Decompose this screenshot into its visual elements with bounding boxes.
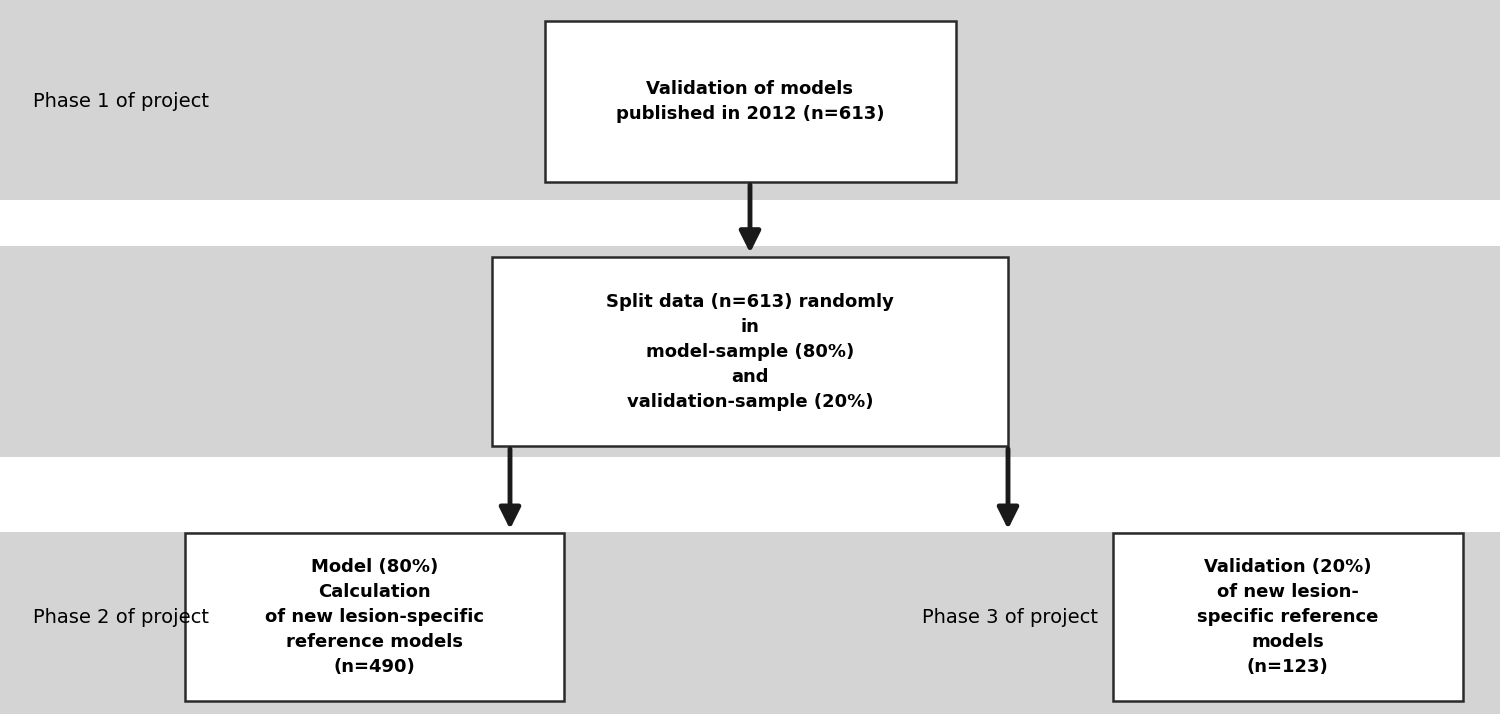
Text: Phase 1 of project: Phase 1 of project xyxy=(33,92,209,111)
Bar xyxy=(184,533,564,701)
Bar xyxy=(0,0,1500,200)
Bar xyxy=(0,532,1500,714)
Bar xyxy=(0,246,1500,457)
Text: Phase 2 of project: Phase 2 of project xyxy=(33,608,209,627)
Bar xyxy=(0,200,1500,246)
Text: Validation of models
published in 2012 (n=613): Validation of models published in 2012 (… xyxy=(615,80,885,124)
Bar xyxy=(0,457,1500,532)
Bar xyxy=(544,21,956,182)
Text: Validation (20%)
of new lesion-
specific reference
models
(n=123): Validation (20%) of new lesion- specific… xyxy=(1197,558,1378,676)
Bar xyxy=(1113,533,1462,701)
Text: Phase 3 of project: Phase 3 of project xyxy=(922,608,1098,627)
Bar xyxy=(492,257,1008,446)
Text: Split data (n=613) randomly
in
model-sample (80%)
and
validation-sample (20%): Split data (n=613) randomly in model-sam… xyxy=(606,293,894,411)
Text: Model (80%)
Calculation
of new lesion-specific
reference models
(n=490): Model (80%) Calculation of new lesion-sp… xyxy=(264,558,483,676)
